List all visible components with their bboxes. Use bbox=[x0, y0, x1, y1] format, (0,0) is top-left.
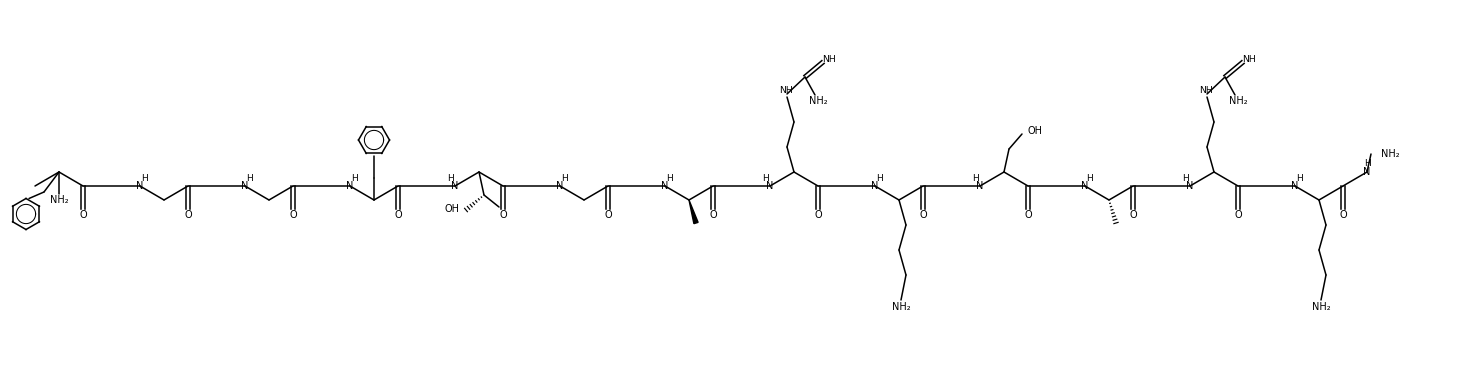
Text: N: N bbox=[242, 181, 249, 191]
Text: H: H bbox=[1297, 174, 1303, 183]
Text: N: N bbox=[1082, 181, 1089, 191]
Text: O: O bbox=[1129, 210, 1137, 219]
Text: NH: NH bbox=[1242, 54, 1255, 64]
Text: H: H bbox=[972, 174, 978, 183]
Text: N: N bbox=[661, 181, 668, 191]
Text: H: H bbox=[1363, 159, 1371, 168]
Text: N: N bbox=[1363, 167, 1371, 177]
Text: O: O bbox=[289, 210, 296, 219]
Text: O: O bbox=[499, 210, 507, 219]
Text: NH₂: NH₂ bbox=[1229, 96, 1248, 106]
Text: OH: OH bbox=[1027, 126, 1042, 136]
Text: NH₂: NH₂ bbox=[50, 195, 68, 205]
Text: O: O bbox=[1340, 210, 1347, 219]
Text: H: H bbox=[1183, 174, 1189, 183]
Text: H: H bbox=[762, 174, 769, 183]
Text: N: N bbox=[977, 181, 984, 191]
Text: NH₂: NH₂ bbox=[809, 96, 827, 106]
Text: N: N bbox=[1291, 181, 1298, 191]
Text: O: O bbox=[1235, 210, 1242, 219]
Text: H: H bbox=[351, 174, 359, 183]
Text: NH: NH bbox=[823, 54, 836, 64]
Text: N: N bbox=[136, 181, 144, 191]
Text: N: N bbox=[1186, 181, 1193, 191]
Text: O: O bbox=[394, 210, 402, 219]
Text: N: N bbox=[871, 181, 879, 191]
Text: O: O bbox=[814, 210, 823, 219]
Text: N: N bbox=[452, 181, 459, 191]
Text: H: H bbox=[562, 174, 568, 183]
Text: NH₂: NH₂ bbox=[1381, 149, 1399, 159]
Text: OH: OH bbox=[445, 204, 459, 214]
Text: O: O bbox=[605, 210, 612, 219]
Text: O: O bbox=[79, 210, 87, 219]
Text: H: H bbox=[141, 174, 148, 183]
Text: H: H bbox=[246, 174, 253, 183]
Text: NH: NH bbox=[778, 86, 793, 95]
Text: O: O bbox=[184, 210, 191, 219]
Text: NH₂: NH₂ bbox=[892, 302, 910, 312]
Text: N: N bbox=[766, 181, 774, 191]
Text: O: O bbox=[1024, 210, 1031, 219]
Text: NH: NH bbox=[1199, 86, 1212, 95]
Polygon shape bbox=[689, 200, 698, 224]
Text: H: H bbox=[667, 174, 673, 183]
Text: H: H bbox=[876, 174, 883, 183]
Text: H: H bbox=[1086, 174, 1092, 183]
Text: H: H bbox=[448, 174, 453, 183]
Text: O: O bbox=[710, 210, 717, 219]
Text: N: N bbox=[556, 181, 563, 191]
Text: N: N bbox=[347, 181, 354, 191]
Text: O: O bbox=[919, 210, 926, 219]
Text: NH₂: NH₂ bbox=[1312, 302, 1331, 312]
